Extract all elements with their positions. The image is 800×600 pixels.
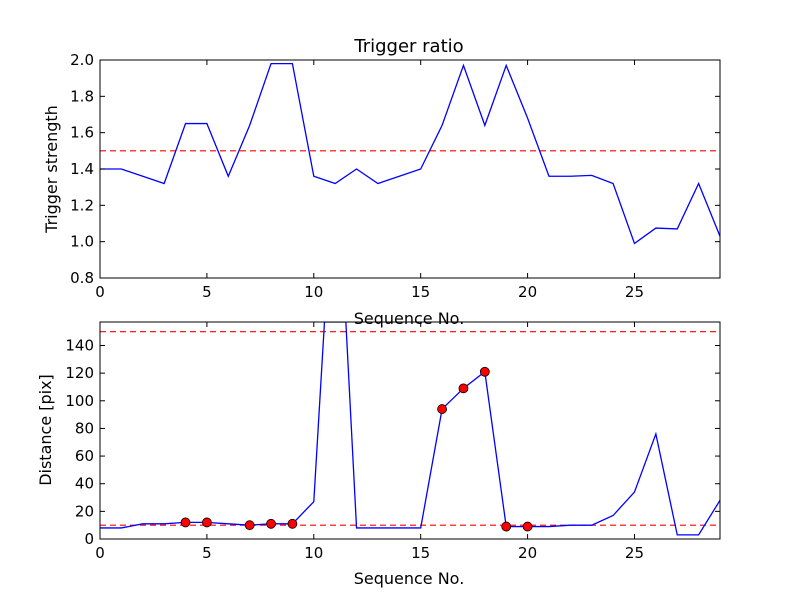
top-y-tick-label: 1.6 (70, 124, 94, 142)
top-series-line-0 (100, 62, 720, 245)
bottom-y-tick-label: 80 (75, 419, 94, 437)
top-y-tick-label: 2.0 (70, 51, 94, 69)
bottom-data-point (479, 366, 490, 377)
bottom-data-point (458, 383, 469, 394)
trigger-ratio-chart: Trigger ratio 0 5 10 15 20 25 0.8 1.0 1.2 1.4 1.6 1… (42, 36, 721, 328)
bottom-y-tick-label: 140 (65, 336, 94, 354)
bottom-x-tick-label: 25 (625, 544, 644, 562)
top-y-tick-label: 0.8 (70, 269, 94, 287)
top-y-tick-label: 1.8 (70, 87, 94, 105)
top-plot-area: 0 5 10 15 20 25 0.8 1.0 1.2 1.4 1.6 1.8 2.0 (70, 51, 720, 301)
bottom-data-point (501, 521, 512, 532)
chart-title: Trigger ratio (353, 36, 463, 57)
distance-chart: 0 5 10 15 20 25 0 20 40 60 80 100 120 140 Sequence No… (36, 321, 721, 588)
bottom-y-tick-label: 20 (75, 502, 94, 520)
bottom-data-point (522, 521, 533, 532)
bottom-data-point (180, 517, 191, 528)
bottom-x-tick-label: 0 (95, 544, 105, 562)
bottom-data-point (266, 518, 276, 529)
bottom-x-tick-label: 20 (518, 544, 537, 562)
top-y-tick-label: 1.4 (70, 160, 94, 178)
bottom-x-axis-label: Sequence No. (354, 569, 465, 588)
bottom-data-point (244, 520, 255, 531)
bottom-y-axis-label: Distance [pix] (36, 374, 55, 486)
top-y-tick-label: 1.0 (70, 233, 94, 251)
top-y-axis-label: Trigger strength (42, 105, 61, 234)
top-x-tick-label: 20 (518, 283, 537, 301)
top-x-tick-label: 0 (95, 283, 105, 301)
bottom-data-point (287, 518, 298, 529)
top-x-axis-label: Sequence No. (354, 309, 465, 328)
bottom-x-tick-label: 15 (411, 544, 430, 562)
bottom-plot-area: 0 5 10 15 20 25 0 20 40 60 80 100 120 140 (65, 322, 720, 562)
bottom-y-tick-label: 120 (65, 364, 94, 382)
top-plot-frame (99, 59, 721, 279)
bottom-data-point (437, 404, 447, 414)
top-x-tick-label: 5 (202, 283, 212, 301)
bottom-y-tick-label: 100 (65, 392, 94, 410)
bottom-x-tick-label: 10 (304, 544, 323, 562)
bottom-y-tick-label: 40 (75, 475, 94, 493)
bottom-x-tick-label: 5 (202, 544, 212, 562)
top-y-tick-label: 1.2 (70, 196, 94, 214)
top-x-tick-label: 15 (411, 283, 430, 301)
top-x-tick-label: 10 (304, 283, 323, 301)
bottom-y-tick-label: 0 (84, 530, 94, 548)
bottom-plot-frame (99, 321, 721, 540)
bottom-y-tick-label: 60 (75, 447, 94, 465)
bottom-data-point (201, 517, 212, 528)
top-x-tick-label: 25 (625, 283, 644, 301)
